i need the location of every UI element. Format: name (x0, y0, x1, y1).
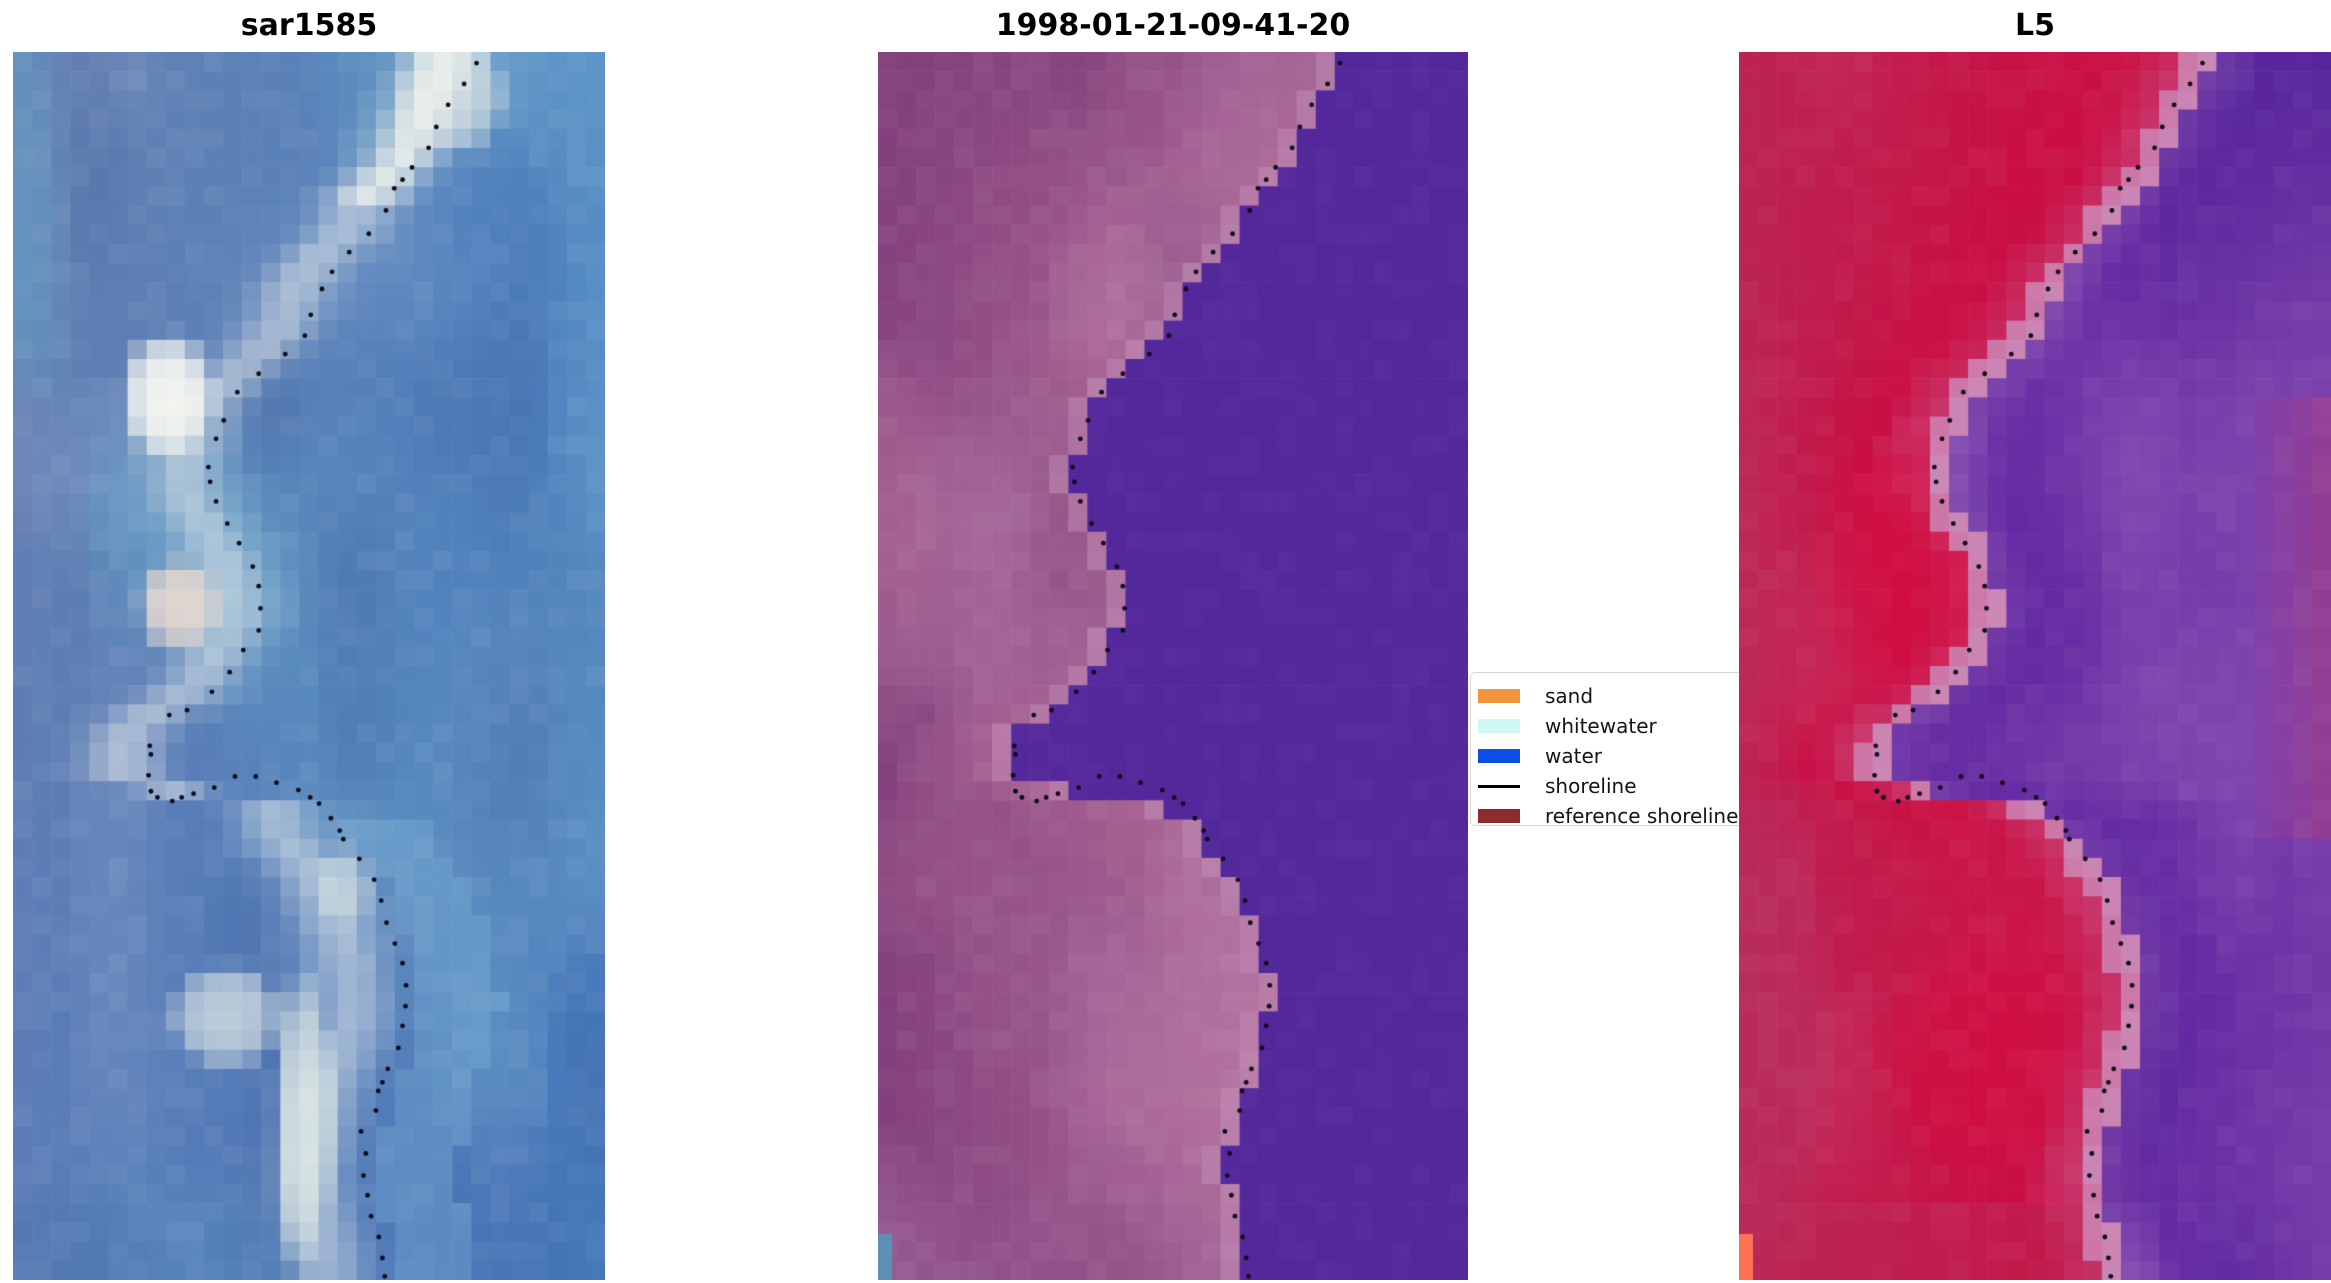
shoreline-line-icon (1478, 784, 1520, 788)
legend-item-sand: sand (1478, 681, 1757, 711)
legend-item-reference-shoreline: reference shoreline (1478, 801, 1757, 831)
sand-swatch-icon (1478, 689, 1520, 703)
whitewater-swatch-icon (1478, 719, 1520, 733)
panel-title-l5: L5 (2015, 8, 2055, 43)
l5-image (1739, 52, 2331, 1280)
panel-title-date: 1998-01-21-09-41-20 (995, 8, 1351, 43)
legend-label: whitewater (1545, 714, 1657, 738)
legend-label: sand (1545, 684, 1594, 708)
legend-item-shoreline: shoreline (1478, 771, 1757, 801)
legend-label: water (1545, 744, 1602, 768)
sar-image (13, 52, 605, 1280)
reference-shoreline-swatch-icon (1478, 809, 1520, 823)
legend-label: reference shoreline (1545, 804, 1739, 828)
classified-image (878, 52, 1468, 1280)
legend-label: shoreline (1545, 774, 1637, 798)
water-swatch-icon (1478, 749, 1520, 763)
legend-item-whitewater: whitewater (1478, 711, 1757, 741)
legend: sand whitewater water shoreline referenc… (1470, 672, 1758, 828)
panel-title-sar: sar1585 (240, 8, 378, 43)
legend-item-water: water (1478, 741, 1757, 771)
